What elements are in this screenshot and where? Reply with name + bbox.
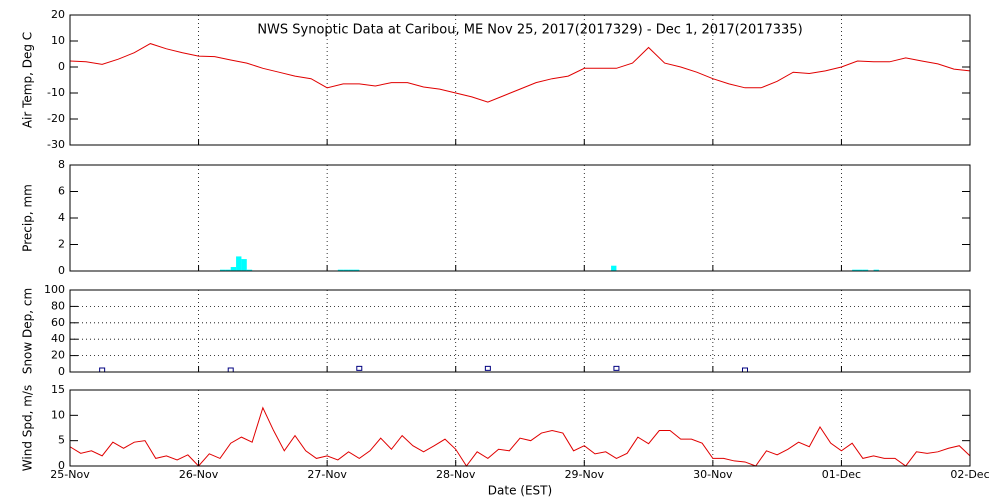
point — [99, 367, 106, 373]
x-tick-label: 01-Dec — [822, 468, 861, 481]
y-tick-label: 4 — [58, 211, 65, 224]
point — [742, 367, 748, 373]
x-axis-label: Date (EST) — [488, 484, 552, 498]
bar — [225, 269, 231, 271]
y-axis-label: Precip, mm — [21, 184, 35, 252]
y-tick-label: 10 — [51, 408, 65, 421]
bar — [348, 269, 354, 271]
bar — [337, 269, 344, 271]
bar — [343, 269, 349, 271]
x-tick-label: 26-Nov — [179, 468, 219, 481]
y-tick-label: 0 — [58, 365, 65, 378]
y-axis-label: Air Temp, Deg C — [21, 32, 35, 128]
y-tick-label: 8 — [58, 158, 65, 171]
y-tick-label: 5 — [58, 434, 65, 447]
y-tick-label: 6 — [58, 185, 65, 198]
y-tick-label: 100 — [44, 283, 65, 296]
y-tick-label: 10 — [51, 34, 65, 47]
x-tick-label: 30-Nov — [693, 468, 733, 481]
y-tick-label: 0 — [58, 264, 65, 277]
y-tick-label: -10 — [47, 86, 65, 99]
y-tick-label: -20 — [47, 112, 65, 125]
panel-frame — [69, 389, 971, 467]
y-axis-label: Wind Spd, m/s — [21, 385, 35, 471]
x-tick-label: 29-Nov — [565, 468, 605, 481]
bar — [857, 269, 863, 271]
y-tick-label: 0 — [58, 459, 65, 472]
x-tick-label: 25-Nov — [50, 468, 90, 481]
bar — [353, 269, 360, 271]
bar — [852, 269, 858, 271]
y-tick-label: 15 — [51, 383, 65, 396]
point — [356, 365, 363, 371]
y-tick-label: 20 — [51, 349, 65, 362]
point — [227, 367, 234, 373]
point — [484, 365, 491, 371]
y-tick-label: 40 — [51, 332, 65, 345]
x-tick-label: 27-Nov — [307, 468, 347, 481]
panel-frame — [69, 14, 971, 146]
bar — [236, 256, 242, 271]
data-line — [69, 406, 971, 467]
y-tick-label: 60 — [51, 316, 65, 329]
chart-title: NWS Synoptic Data at Caribou, ME Nov 25,… — [257, 23, 802, 38]
y-axis-label: Snow Dep, cm — [21, 288, 35, 374]
bar — [241, 259, 247, 271]
y-tick-label: -30 — [47, 138, 65, 151]
point — [613, 365, 620, 371]
panel-frame — [69, 289, 971, 373]
panel-frame — [69, 164, 971, 272]
bar — [873, 269, 879, 271]
bar — [230, 267, 237, 271]
y-tick-label: 0 — [58, 60, 65, 73]
x-tick-label: 02-Dec — [950, 468, 989, 481]
bar — [220, 269, 226, 271]
bar — [862, 269, 869, 271]
bar — [611, 265, 617, 271]
x-tick-label: 28-Nov — [436, 468, 476, 481]
y-tick-label: 80 — [51, 299, 65, 312]
data-line — [69, 43, 971, 103]
bar — [246, 269, 253, 271]
y-tick-label: 2 — [58, 238, 65, 251]
y-tick-label: 20 — [51, 8, 65, 21]
